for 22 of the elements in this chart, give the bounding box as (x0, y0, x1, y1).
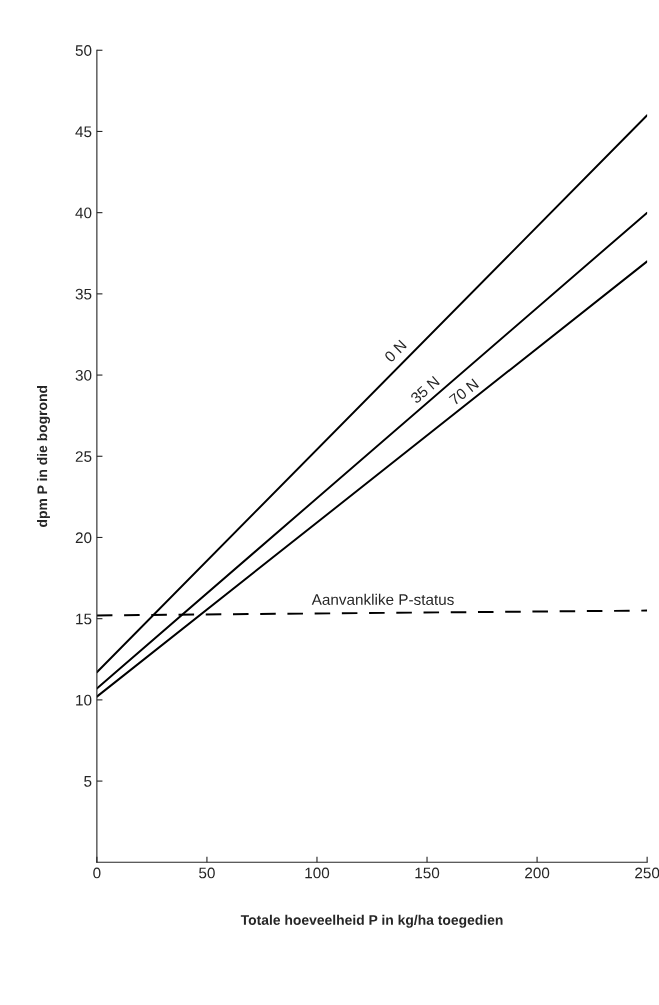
y-tick-label: 40 (75, 207, 92, 219)
series-label: Aanvanklike P-status (311, 593, 454, 605)
x-tick-label: 0 (93, 867, 101, 879)
x-tick-label: 50 (199, 867, 215, 879)
x-tick-label: 150 (415, 867, 440, 879)
y-tick-label: 35 (75, 288, 92, 300)
text: 35 N (409, 375, 440, 404)
y-tick-label: 20 (75, 532, 92, 544)
y-tick-label: 15 (76, 613, 92, 625)
y-axis-title: dpm P in die bogrond (37, 385, 51, 527)
x-tick-label: 100 (305, 867, 330, 879)
x-tick-label: 250 (635, 867, 659, 879)
y-tick-label: 25 (75, 451, 92, 462)
x-tick-label: 200 (525, 867, 550, 879)
y-tick-label: 5 (84, 776, 92, 787)
y-tick-label: 50 (75, 45, 92, 56)
x-axis-title: Totale hoeveelheid P in kg/ha toegedien (240, 914, 503, 928)
text: 70 N (448, 378, 480, 406)
y-tick-label: 45 (75, 126, 92, 138)
y-tick-label: 10 (76, 694, 92, 706)
y-tick-label: 30 (75, 369, 92, 381)
text: 0 N (383, 339, 407, 363)
